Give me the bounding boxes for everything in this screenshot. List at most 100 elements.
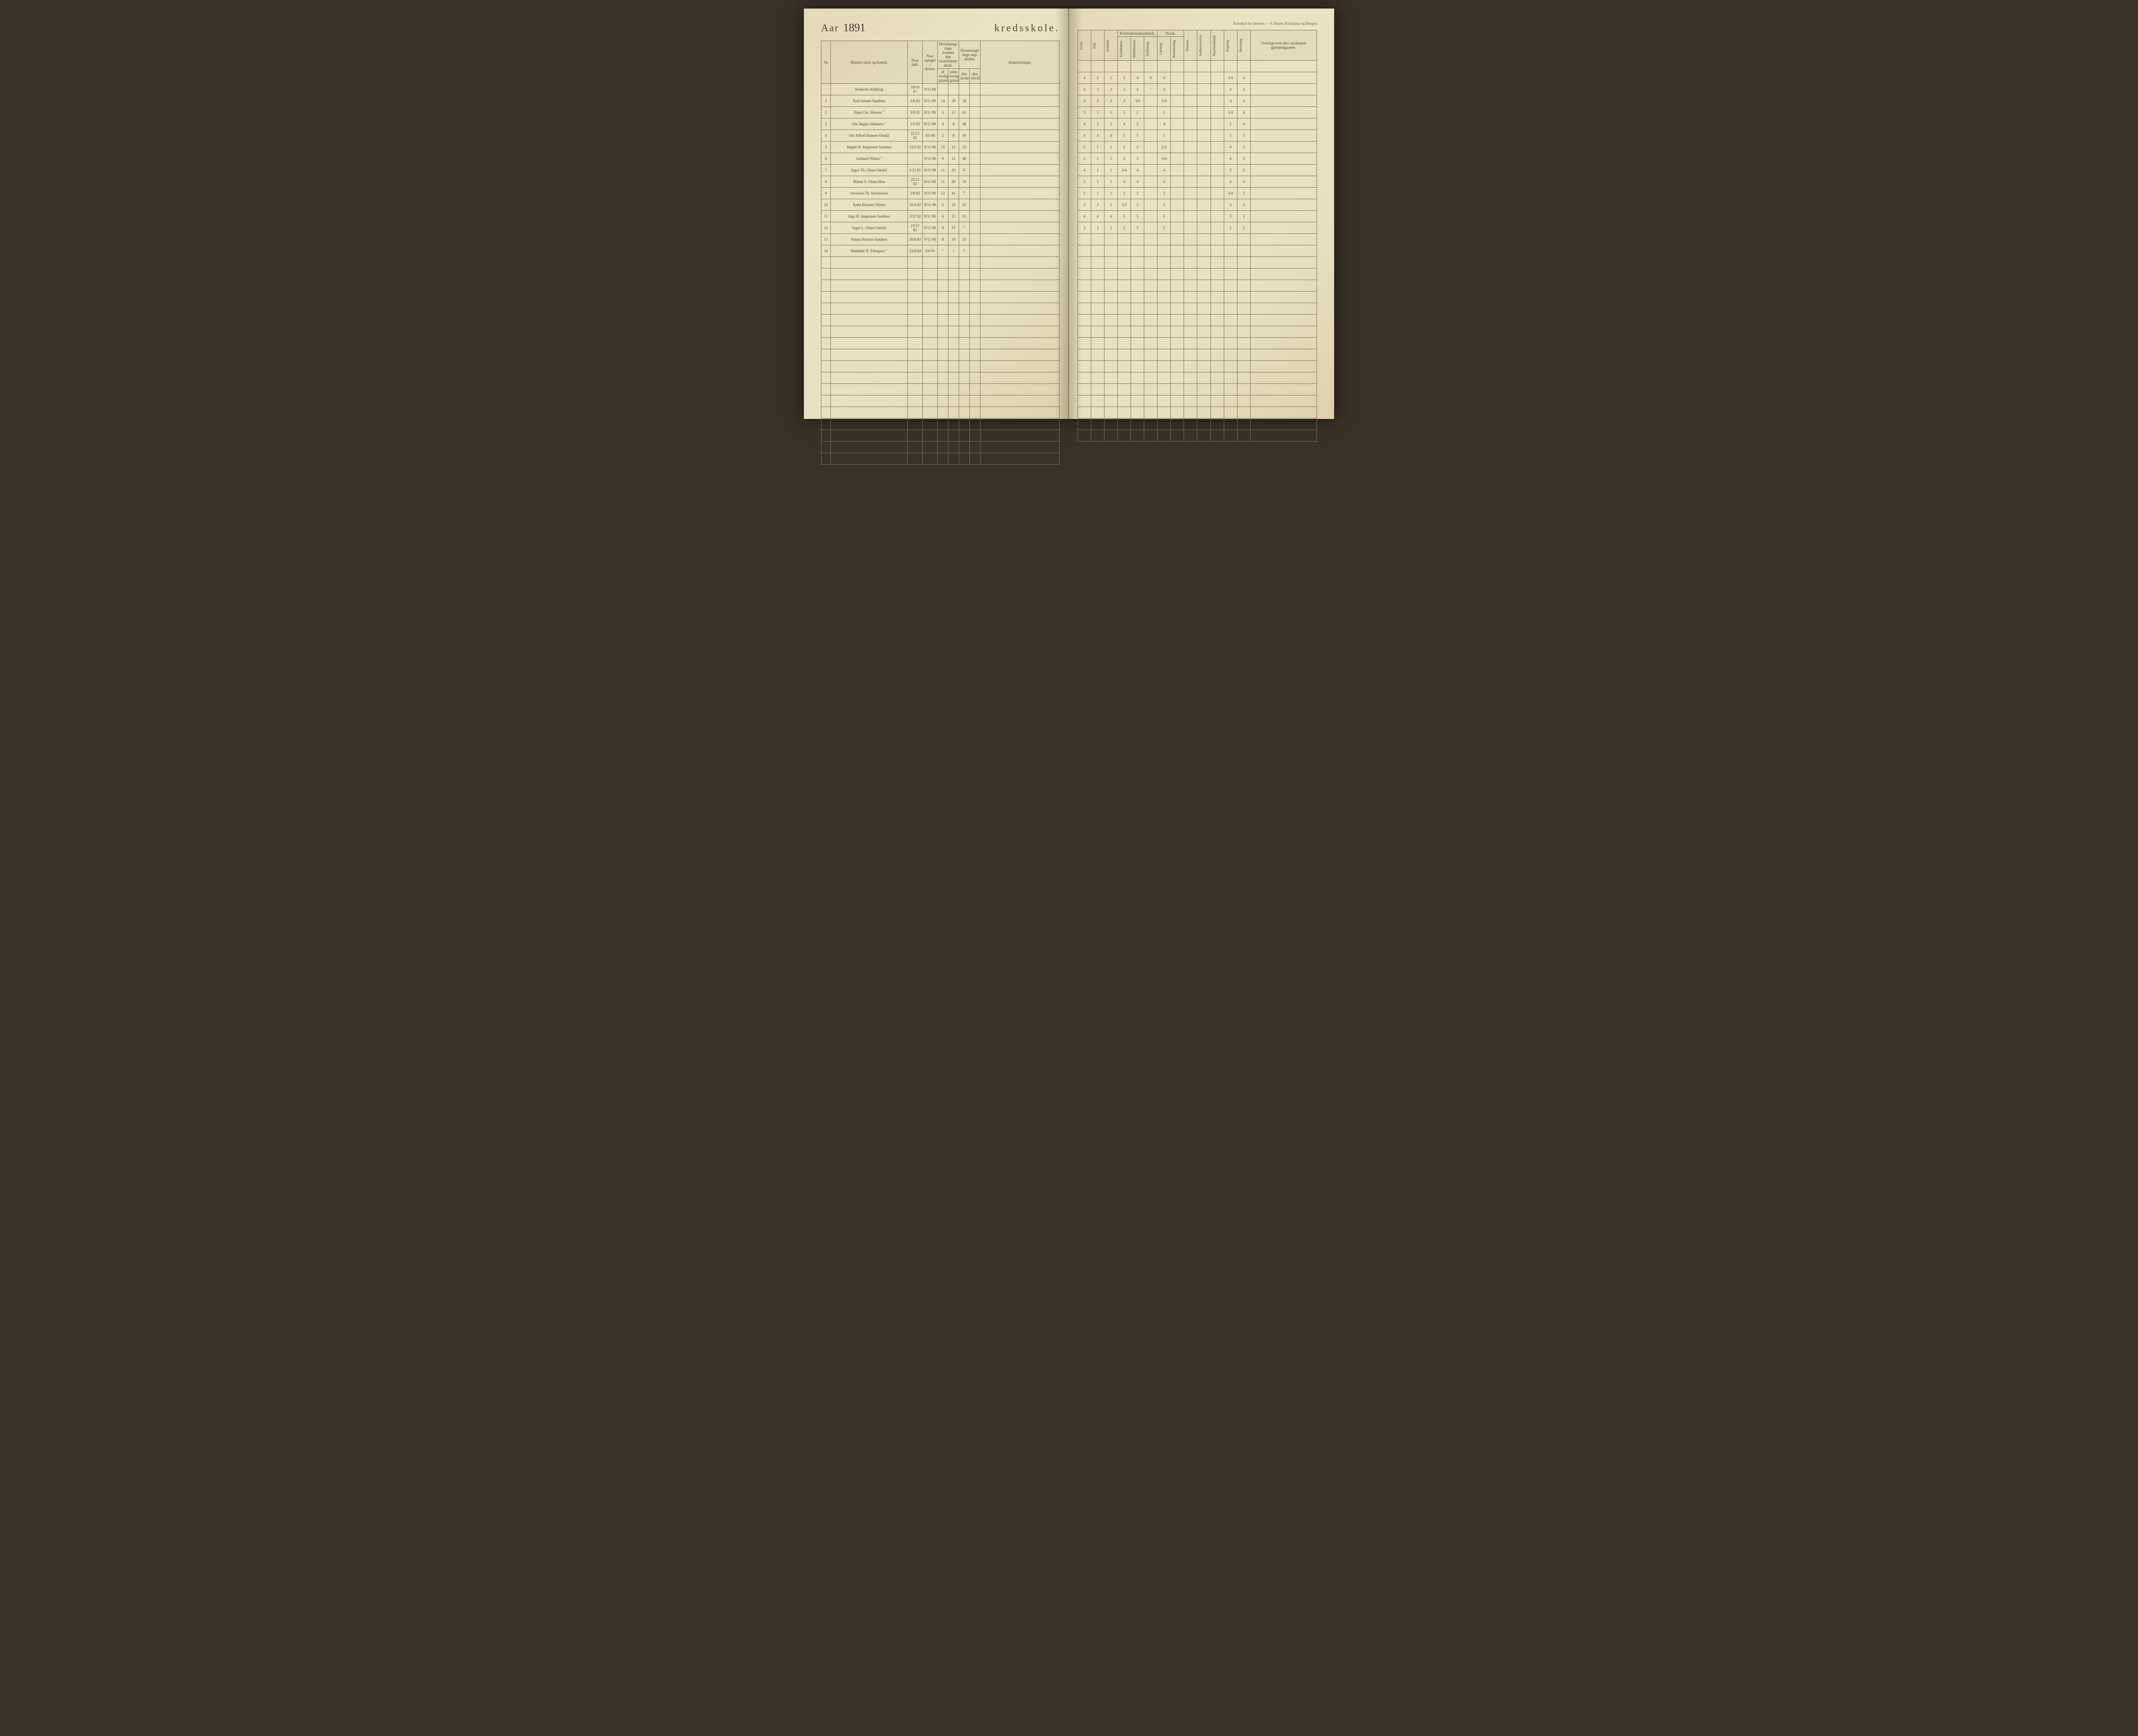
- empty-row: [821, 338, 1060, 349]
- row-fodt: 16/4 82: [908, 199, 923, 211]
- th-krist: Kristendomskundskab.: [1118, 30, 1158, 37]
- empty-row: [821, 315, 1060, 326]
- row-b: 10: [948, 199, 959, 211]
- grade-cell: 4: [1131, 72, 1144, 84]
- grade-cell: 5: [1224, 165, 1237, 176]
- row-c: 48: [959, 118, 970, 130]
- grade-cell: [1250, 95, 1317, 107]
- grade-cell: 4: [1118, 118, 1131, 130]
- table-row: 11Inga H. Jørgensen Sandnes3/12 829/11 9…: [821, 211, 1060, 222]
- grade-cell: 3/4: [1131, 95, 1144, 107]
- grade-cell: [1250, 153, 1317, 165]
- th-forhold: Forhold.: [1104, 30, 1118, 61]
- grade-cell: 2: [1131, 199, 1144, 211]
- row-opt: 9/11 89: [923, 118, 938, 130]
- table-row: 9Severine Th. Severinsen2/8 829/11 90124…: [821, 188, 1060, 199]
- grade-cell: [1144, 188, 1158, 199]
- row-b: 43: [948, 165, 959, 176]
- exam-note-block: Examen afholdt 20de Juli 1891. NHauge: [1078, 450, 1317, 473]
- row-c: 40: [959, 153, 970, 165]
- signature: NHauge: [1078, 463, 1300, 473]
- row-name: Anna Elisabet Nilsen: [831, 199, 908, 211]
- row-a: 15: [938, 141, 948, 153]
- grade-cell: 3: [1104, 84, 1118, 95]
- grade-cell: 3/4: [1224, 107, 1237, 118]
- table-row: 3112/32344: [1078, 199, 1317, 211]
- grade-cell: [1184, 95, 1197, 107]
- row-c: 19: [959, 176, 970, 188]
- grade-cell: 4: [1237, 107, 1250, 118]
- row-name: Inger Th. Olsen Omdal: [831, 165, 908, 176]
- row-num: 5: [821, 141, 831, 153]
- grade-cell: 4: [1091, 130, 1104, 141]
- grade-cell: 4: [1158, 165, 1171, 176]
- grade-cell: [1144, 153, 1158, 165]
- row-name: Jørgen N. Jørgensen Sandnes: [831, 141, 908, 153]
- table-row: 3Ole Jørgen Johansen "1/5 829/11 894848: [821, 118, 1060, 130]
- row-d: [970, 165, 980, 176]
- th-forsomt: Hvormange dage forsømt den lovbefalede s…: [938, 41, 959, 69]
- grade-cell: 3: [1237, 188, 1250, 199]
- grade-cell: [1197, 118, 1211, 130]
- row-fodt: 23/4 84: [908, 245, 923, 257]
- grade-cell: 4: [1131, 84, 1144, 95]
- grade-cell: ": [1144, 84, 1158, 95]
- grade-cell: [1144, 165, 1158, 176]
- grade-cell: [1144, 118, 1158, 130]
- grade-cell: [1197, 84, 1211, 95]
- table-row: 42134043/44: [1078, 72, 1317, 84]
- row-anm: [980, 107, 1060, 118]
- row-a: 4: [938, 118, 948, 130]
- row-c: 36: [959, 95, 970, 107]
- grade-cell: 2: [1118, 141, 1131, 153]
- row-a: 12: [938, 188, 948, 199]
- row-d: [970, 234, 980, 245]
- grade-cell: 1: [1104, 199, 1118, 211]
- table-row: 211222/343: [1078, 141, 1317, 153]
- empty-row: [1078, 303, 1317, 315]
- th-num: №: [821, 41, 831, 84]
- empty-row: [1078, 430, 1317, 442]
- grade-cell: 2/3: [1118, 199, 1131, 211]
- row-fodt: 26/8 83: [908, 234, 923, 245]
- grade-cell: 2: [1091, 118, 1104, 130]
- row-num: 12: [821, 222, 831, 234]
- grade-cell: 1: [1091, 141, 1104, 153]
- row-opt: 9/11 90: [923, 199, 938, 211]
- th-regning: Regning.: [1224, 30, 1237, 61]
- row-name: Ole Alfred Hansen Omdal: [831, 130, 908, 141]
- grade-cell: 3/4: [1118, 165, 1131, 176]
- row-anm: [980, 141, 1060, 153]
- section-date-2: 9/11 88: [923, 84, 938, 95]
- grade-cell: 4: [1078, 118, 1091, 130]
- grade-cell: [1171, 72, 1184, 84]
- grade-cell: [1197, 176, 1211, 188]
- grade-cell: 4: [1237, 118, 1250, 130]
- table-row: 4113/44455: [1078, 165, 1317, 176]
- th-sogt: Hvormange dage søgt skolen.: [959, 41, 980, 69]
- grade-cell: 3: [1118, 107, 1131, 118]
- grade-cell: 1: [1104, 222, 1118, 234]
- grade-cell: 5: [1224, 211, 1237, 222]
- empty-row: [1078, 419, 1317, 430]
- grade-cell: 3: [1118, 72, 1131, 84]
- grade-cell: 4: [1237, 95, 1250, 107]
- empty-row: [1078, 257, 1317, 268]
- row-fodt: 1/12 81: [908, 165, 923, 176]
- grade-cell: 1: [1091, 176, 1104, 188]
- grade-cell: 2: [1131, 141, 1144, 153]
- grade-cell: 2: [1091, 95, 1104, 107]
- grade-cell: [1144, 211, 1158, 222]
- row-opt: 3/6 91: [923, 245, 938, 257]
- row-a: ": [938, 245, 948, 257]
- row-name: Inga H. Jørgensen Sandnes: [831, 211, 908, 222]
- empty-row: [821, 303, 1060, 315]
- grade-cell: [1211, 176, 1224, 188]
- grade-cell: 5: [1224, 118, 1237, 130]
- grade-cell: 3: [1237, 153, 1250, 165]
- grade-cell: [1171, 107, 1184, 118]
- row-num: 1: [821, 95, 831, 107]
- left-header: Aar 1891 kredsskole.: [821, 21, 1060, 34]
- empty-row: [821, 419, 1060, 430]
- row-a: 9: [938, 153, 948, 165]
